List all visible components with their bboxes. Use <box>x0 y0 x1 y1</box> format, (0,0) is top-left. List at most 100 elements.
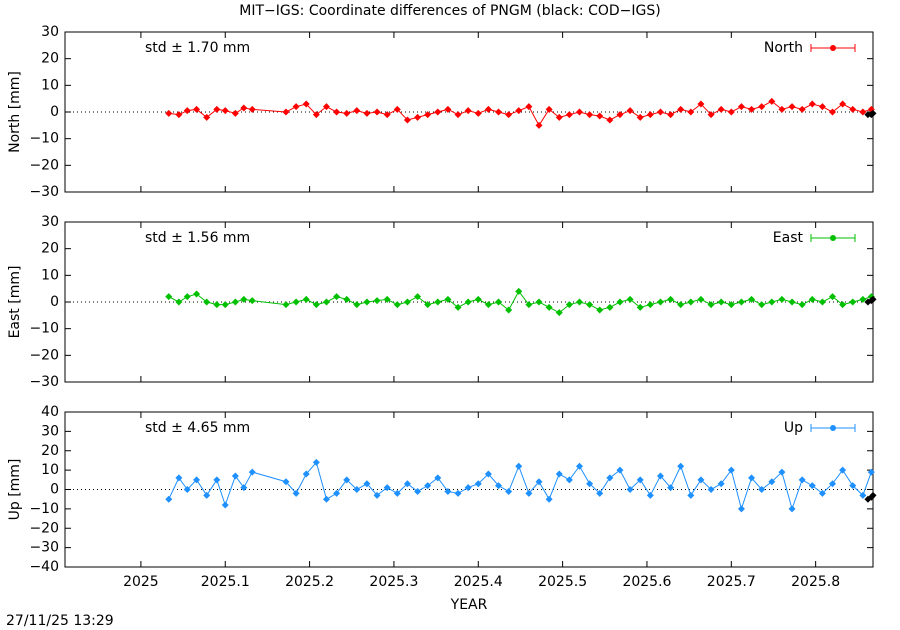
data-point <box>525 489 533 497</box>
x-axis-label: YEAR <box>450 597 488 613</box>
std-annotation: std ± 4.65 mm <box>145 420 250 436</box>
data-point <box>474 295 482 303</box>
data-point <box>656 298 664 306</box>
data-point <box>213 301 221 309</box>
data-point <box>626 486 634 493</box>
data-point <box>867 468 875 476</box>
y-tick-label: −10 <box>29 501 59 517</box>
data-point <box>175 298 183 306</box>
data-point <box>292 298 300 306</box>
x-tick-label: 2025.7 <box>707 574 756 590</box>
data-point <box>808 295 816 303</box>
data-point <box>464 298 472 306</box>
data-point <box>373 297 381 305</box>
y-tick-label: −10 <box>29 321 59 337</box>
data-point <box>667 484 675 492</box>
data-point <box>606 474 614 482</box>
chart-title: MIT−IGS: Coordinate differences of PNGM … <box>239 3 660 19</box>
data-point <box>221 501 229 509</box>
data-point <box>606 303 614 311</box>
data-point <box>302 295 310 303</box>
data-point <box>363 298 371 306</box>
data-point <box>231 109 239 117</box>
y-tick-label: 0 <box>50 104 59 120</box>
y-tick-label: 0 <box>50 482 59 498</box>
x-tick-label: 2025.1 <box>201 574 250 590</box>
data-point <box>282 108 290 116</box>
data-point <box>727 301 735 309</box>
data-point <box>849 105 857 113</box>
data-point <box>474 480 482 488</box>
data-point <box>596 112 604 120</box>
data-point <box>312 301 320 309</box>
data-point <box>515 287 523 295</box>
data-point <box>403 116 411 124</box>
data-point <box>758 486 766 493</box>
data-point <box>829 480 837 488</box>
data-point <box>818 298 826 306</box>
data-point <box>778 105 786 113</box>
data-point <box>768 478 776 486</box>
data-point <box>829 108 837 116</box>
y-tick-label: 10 <box>41 77 59 93</box>
data-point <box>203 298 211 306</box>
data-point <box>231 472 239 480</box>
data-point <box>495 108 503 116</box>
data-point <box>213 105 221 113</box>
data-point <box>414 113 422 121</box>
data-point <box>393 489 401 497</box>
data-point <box>727 108 735 116</box>
data-point <box>545 105 553 113</box>
data-point <box>717 298 725 306</box>
data-point <box>231 298 239 306</box>
data-point <box>677 105 685 113</box>
data-point <box>525 301 533 309</box>
data-point <box>240 295 248 303</box>
data-point <box>788 505 796 513</box>
data-point <box>748 474 756 482</box>
data-point <box>808 100 816 108</box>
data-point <box>829 293 837 301</box>
data-point <box>495 482 503 490</box>
data-point <box>818 103 826 111</box>
data-point <box>322 103 330 111</box>
data-point <box>444 105 452 113</box>
data-point <box>717 480 725 488</box>
data-point <box>646 111 654 119</box>
y-tick-label: 20 <box>41 241 59 257</box>
data-point <box>626 107 634 115</box>
data-point <box>240 104 248 112</box>
data-point <box>454 111 462 119</box>
data-point <box>869 491 877 499</box>
data-point <box>505 111 513 119</box>
data-point <box>697 476 705 484</box>
data-point <box>707 486 715 493</box>
data-point <box>586 111 594 119</box>
data-point <box>859 491 867 499</box>
data-point <box>646 491 654 499</box>
data-point <box>656 108 664 116</box>
data-point <box>758 103 766 111</box>
timestamp: 27/11/25 13:29 <box>6 613 114 629</box>
data-point <box>768 97 776 105</box>
data-point <box>175 111 183 119</box>
data-point <box>183 486 191 493</box>
data-point <box>183 107 191 115</box>
data-point <box>213 476 221 484</box>
data-point <box>667 111 675 119</box>
y-axis-label: North [mm] <box>7 71 23 153</box>
data-point <box>240 484 248 492</box>
data-point <box>515 462 523 470</box>
data-point <box>424 111 432 119</box>
data-point <box>778 295 786 303</box>
data-point <box>758 301 766 309</box>
data-point <box>414 487 422 495</box>
data-point <box>353 486 361 493</box>
data-point <box>636 303 644 311</box>
data-point <box>535 121 543 129</box>
data-point <box>353 107 361 115</box>
y-tick-label: 0 <box>50 294 59 310</box>
data-point <box>484 470 492 478</box>
data-point <box>373 108 381 116</box>
data-point <box>687 491 695 499</box>
